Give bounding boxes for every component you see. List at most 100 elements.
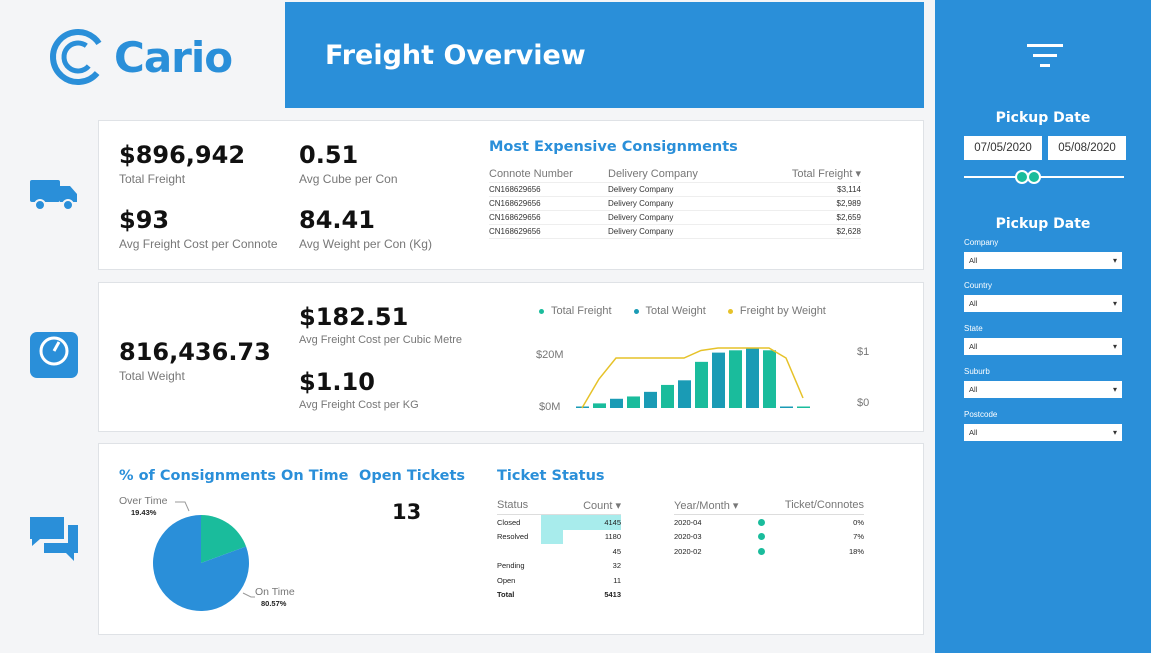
kpi-label: Avg Freight Cost per Cubic Metre (299, 334, 463, 346)
select-value: All (969, 256, 978, 265)
filter-select-suburb[interactable]: All ▾ (964, 381, 1122, 398)
column-header[interactable]: Ticket/Connotes (784, 499, 864, 511)
filter-select-country[interactable]: All ▾ (964, 295, 1122, 312)
column-header[interactable]: Status (497, 499, 529, 511)
status-cell: Pending (497, 561, 525, 571)
count-cell: 45 (612, 546, 621, 556)
scale-icon (30, 332, 78, 378)
chart-bar[interactable] (729, 350, 742, 408)
connote-cell: CN168629656 (489, 210, 608, 225)
kpi-label: Total Freight (119, 172, 186, 186)
status-cell: Open (497, 575, 516, 585)
chart-bar[interactable] (746, 348, 759, 408)
chart-bar[interactable] (627, 396, 640, 408)
avg-weight-kpi: 84.41 Avg Weight per Con (Kg) (299, 206, 432, 251)
kpi-value: 816,436.73 (119, 338, 271, 366)
date-to-input[interactable]: 05/08/2020 (1048, 136, 1126, 160)
filter-label: State (964, 324, 983, 333)
legend-item[interactable]: Total Weight (633, 305, 706, 317)
freight-cell: $3,114 (758, 182, 861, 197)
pie-slice[interactable] (201, 515, 247, 563)
table-row[interactable]: Open 11 (497, 573, 621, 588)
y-right-tick: $0 (857, 397, 869, 409)
kpi-value: 0.51 (299, 141, 359, 169)
pie-slice[interactable] (152, 515, 249, 611)
freight-cell: $2,989 (758, 196, 861, 211)
filter-select-state[interactable]: All ▾ (964, 338, 1122, 355)
kpi-value: $93 (119, 206, 170, 234)
pie-leader-lines (175, 501, 255, 598)
table-row[interactable]: Pending 32 (497, 559, 621, 574)
table-row[interactable]: CN168629656 Delivery Company $2,989 (489, 196, 861, 211)
date-slider-track[interactable] (964, 176, 1124, 178)
y-left-tick: $20M (536, 349, 564, 361)
filter-panel: Pickup Date 07/05/2020 05/08/2020 Pickup… (935, 0, 1151, 653)
legend-dot (539, 308, 544, 314)
page-header: Freight Overview (285, 2, 924, 108)
page-title: Freight Overview (325, 40, 586, 71)
column-header[interactable]: Connote Number (489, 165, 608, 183)
select-value: All (969, 299, 978, 308)
count-bar (541, 515, 621, 530)
total-weight-kpi: 816,436.73 Total Weight (119, 338, 271, 383)
kpi-label: Avg Freight Cost per Connote (119, 237, 278, 251)
table-row[interactable]: Closed 4145 (497, 515, 621, 530)
sort-desc-icon: ▾ (855, 168, 861, 180)
company-cell: Delivery Company (608, 182, 758, 197)
on-time-pie-chart (152, 515, 249, 611)
company-cell: Delivery Company (608, 224, 758, 239)
chart-bar[interactable] (763, 350, 776, 408)
legend-item[interactable]: Freight by Weight (727, 305, 826, 317)
column-header-sorted[interactable]: Count ▾ (583, 500, 621, 512)
table-row[interactable]: 2020-03 7% (674, 530, 864, 545)
chart-bar[interactable] (712, 352, 725, 408)
connote-cell: CN168629656 (489, 196, 608, 211)
column-header-sorted[interactable]: Year/Month ▾ (674, 500, 739, 512)
count-bar (541, 529, 564, 544)
table-row[interactable]: Resolved 1180 (497, 529, 621, 544)
table-row[interactable]: CN168629656 Delivery Company $3,114 (489, 182, 861, 197)
filter-select-postcode[interactable]: All ▾ (964, 424, 1122, 441)
chart-bar[interactable] (593, 403, 606, 408)
truck-icon (30, 180, 77, 211)
on-time-value: 80.57% (261, 599, 287, 608)
filter-icon[interactable] (1025, 40, 1065, 72)
column-header[interactable]: Delivery Company (608, 165, 758, 183)
legend-dot (633, 308, 639, 314)
chart-bar[interactable] (610, 398, 623, 408)
chart-bar[interactable] (661, 384, 674, 408)
on-time-title: % of Consignments On Time (119, 468, 349, 484)
filter-select-company[interactable]: All ▾ (964, 252, 1122, 269)
chevron-down-icon: ▾ (1112, 299, 1117, 308)
chart-bar[interactable] (780, 406, 793, 409)
chevron-down-icon: ▾ (1112, 385, 1117, 394)
table-row[interactable]: 2020-04 0% (674, 515, 864, 530)
status-dot-icon (758, 533, 765, 541)
column-header-sorted[interactable]: Total Freight ▾ (758, 165, 861, 183)
select-value: All (969, 428, 978, 437)
ticket-connotes-cell: 7% (853, 532, 864, 542)
second-filter-title: Pickup Date (995, 216, 1091, 232)
status-cell: Total (497, 590, 515, 600)
table-row[interactable]: CN168629656 Delivery Company $2,659 (489, 210, 861, 225)
chevron-down-icon: ▾ (1112, 342, 1117, 351)
y-right-tick: $1 (857, 346, 869, 358)
chart-bar[interactable] (678, 380, 691, 408)
legend-item[interactable]: Total Freight (539, 305, 612, 317)
chart-bar[interactable] (797, 406, 810, 409)
date-slider-handle-end[interactable] (1027, 170, 1041, 184)
table-row[interactable]: 2020-02 18% (674, 544, 864, 559)
table-row[interactable]: CN168629656 Delivery Company $2,628 (489, 224, 861, 239)
table-row[interactable]: 45 (497, 544, 621, 559)
table-row[interactable]: Total 5413 (497, 588, 621, 603)
count-cell: 32 (612, 561, 621, 571)
y-left-tick: $0M (539, 401, 560, 413)
filter-label: Company (964, 238, 999, 247)
chart-bar[interactable] (644, 391, 657, 408)
date-from-input[interactable]: 07/05/2020 (964, 136, 1042, 160)
chart-bar[interactable] (695, 361, 708, 408)
open-tickets-title: Open Tickets (359, 468, 466, 484)
filter-label: Country (964, 281, 993, 290)
count-cell: 4145 (604, 517, 621, 527)
ticket-status-table: Status Count ▾ Closed 4145 Resolved 1180 45 P… (497, 499, 621, 602)
